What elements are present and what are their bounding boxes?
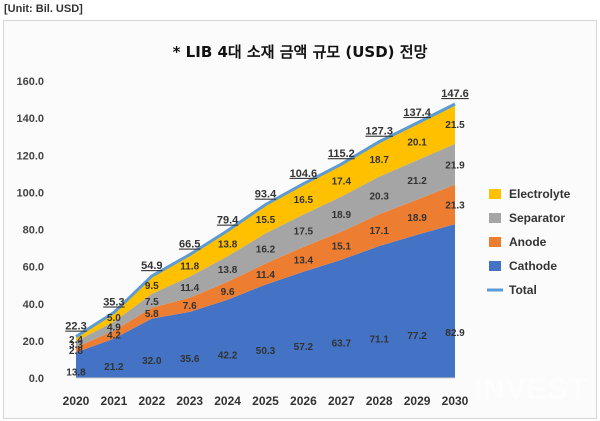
legend-label-separator: Separator [509,211,565,225]
data-label-total: 137.4 [403,107,431,119]
legend-label-electrolyte: Electrolyte [509,187,571,201]
data-label-cathode: 35.6 [180,354,200,365]
total-line [75,102,456,338]
x-tick-label: 2021 [101,394,128,408]
data-label-anode: 15.1 [332,242,352,253]
data-label-electrolyte: 17.4 [332,176,352,187]
data-label-electrolyte: 13.8 [218,239,238,250]
data-label-electrolyte: 18.7 [369,155,389,166]
data-label-anode: 17.1 [369,226,389,237]
data-label-total: 93.4 [255,189,277,201]
data-label-electrolyte: 2.4 [69,335,83,346]
area-anode [76,184,455,353]
x-tick-label: 2029 [404,394,431,408]
y-tick-label: 60.0 [23,262,44,274]
legend-swatch-separator [489,213,501,223]
data-label-anode: 5.8 [145,309,159,320]
data-label-cathode: 71.1 [369,334,389,345]
data-label-separator: 21.2 [407,176,427,187]
data-label-total: 147.6 [441,88,469,100]
data-label-electrolyte: 15.5 [256,215,276,226]
x-tick-label: 2020 [63,394,90,408]
x-tick-label: 2025 [252,394,279,408]
y-tick-label: 100.0 [16,187,44,199]
y-tick-label: 140.0 [16,113,44,125]
data-label-total: 35.3 [103,296,124,308]
data-label-total: 79.4 [217,215,239,227]
data-label-cathode: 77.2 [407,331,427,342]
data-label-total: 54.9 [141,260,162,272]
data-label-separator: 17.5 [294,227,314,238]
x-tick-label: 2030 [442,394,469,408]
data-label-electrolyte: 21.5 [445,120,465,131]
data-label-cathode: 82.9 [445,328,465,339]
data-label-cathode: 21.2 [104,362,124,373]
data-label-cathode: 57.2 [294,342,314,353]
data-label-anode: 21.3 [445,200,465,211]
legend-label-anode: Anode [509,235,547,249]
data-label-electrolyte: 9.5 [145,281,159,292]
data-label-separator: 13.8 [218,265,238,276]
chart-title: * LIB 4대 소재 금액 규모 (USD) 전망 [173,43,428,61]
data-label-anode: 9.6 [221,287,235,298]
area-separator [76,143,455,348]
data-label-anode: 11.4 [256,270,275,281]
data-label-total: 115.2 [328,148,355,160]
data-label-separator: 18.9 [332,210,352,221]
data-label-separator: 11.4 [180,283,199,294]
x-tick-label: 2027 [328,394,355,408]
data-label-anode: 2.8 [69,346,83,357]
data-label-separator: 21.9 [445,160,465,171]
x-tick-label: 2024 [214,394,241,408]
data-label-cathode: 32.0 [142,356,162,367]
data-label-cathode: 42.2 [218,350,238,361]
data-label-separator: 4.9 [107,322,121,333]
data-label-total: 127.3 [365,126,393,138]
data-label-electrolyte: 5.0 [107,313,121,324]
data-label-total: 66.5 [179,239,200,251]
legend-swatch-electrolyte [489,189,501,199]
y-tick-label: 160.0 [16,76,44,88]
data-label-separator: 16.2 [256,244,276,255]
x-tick-label: 2022 [138,394,165,408]
data-label-electrolyte: 16.5 [294,195,314,206]
y-tick-label: 20.0 [23,336,44,348]
data-label-anode: 7.6 [183,301,197,312]
y-tick-label: 80.0 [23,225,44,237]
data-label-anode: 18.9 [407,213,427,224]
x-tick-label: 2028 [366,394,393,408]
x-tick-label: 2023 [176,394,203,408]
unit-label: [Unit: Bil. USD] [4,3,83,15]
area-electrolyte [76,104,455,342]
data-label-separator: 3.3 [69,340,83,351]
data-label-separator: 7.5 [145,297,159,308]
legend-swatch-cathode [489,261,501,271]
y-tick-label: 120.0 [16,150,44,162]
data-label-electrolyte: 11.8 [180,262,199,273]
data-label-cathode: 63.7 [332,339,352,350]
y-tick-label: 0.0 [29,373,44,385]
data-label-cathode: 50.3 [256,346,276,357]
x-tick-label: 2026 [290,394,317,408]
legend-label-cathode: Cathode [509,259,557,273]
area-cathode [76,224,455,378]
watermark: INVEST [473,373,588,406]
data-label-separator: 20.3 [369,191,389,202]
data-label-anode: 4.2 [107,331,121,342]
legend-swatch-anode [489,237,501,247]
y-tick-label: 40.0 [23,299,44,311]
legend-label-total: Total [509,283,537,297]
data-label-cathode: 13.8 [66,368,86,379]
data-label-total: 22.3 [65,321,86,333]
data-label-total: 104.6 [290,168,318,180]
data-label-electrolyte: 20.1 [407,138,427,149]
data-label-anode: 13.4 [294,255,314,266]
